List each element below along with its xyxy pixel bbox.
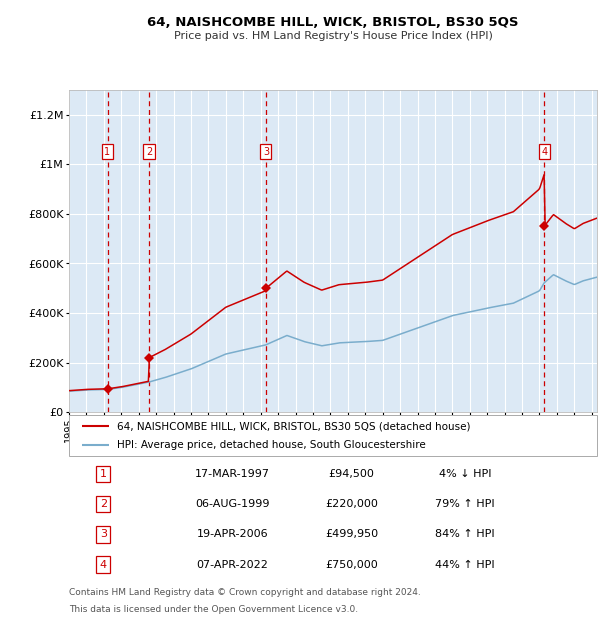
Text: 2: 2	[146, 147, 152, 157]
Text: Contains HM Land Registry data © Crown copyright and database right 2024.: Contains HM Land Registry data © Crown c…	[69, 588, 421, 597]
Text: 2: 2	[100, 499, 107, 509]
Text: This data is licensed under the Open Government Licence v3.0.: This data is licensed under the Open Gov…	[69, 605, 358, 614]
Text: 4: 4	[541, 147, 547, 157]
Text: 19-APR-2006: 19-APR-2006	[197, 529, 268, 539]
Text: 1: 1	[104, 147, 110, 157]
Text: 07-APR-2022: 07-APR-2022	[197, 560, 269, 570]
Text: 3: 3	[100, 529, 107, 539]
Text: 44% ↑ HPI: 44% ↑ HPI	[435, 560, 495, 570]
Text: HPI: Average price, detached house, South Gloucestershire: HPI: Average price, detached house, Sout…	[116, 440, 425, 450]
Text: 06-AUG-1999: 06-AUG-1999	[196, 499, 270, 509]
Text: 3: 3	[263, 147, 269, 157]
FancyBboxPatch shape	[69, 415, 597, 456]
Text: 84% ↑ HPI: 84% ↑ HPI	[435, 529, 495, 539]
Text: £94,500: £94,500	[329, 469, 374, 479]
Text: £220,000: £220,000	[325, 499, 378, 509]
Text: £750,000: £750,000	[325, 560, 378, 570]
Text: Price paid vs. HM Land Registry's House Price Index (HPI): Price paid vs. HM Land Registry's House …	[173, 31, 493, 41]
Text: 17-MAR-1997: 17-MAR-1997	[195, 469, 270, 479]
Text: 79% ↑ HPI: 79% ↑ HPI	[435, 499, 495, 509]
Text: 64, NAISHCOMBE HILL, WICK, BRISTOL, BS30 5QS: 64, NAISHCOMBE HILL, WICK, BRISTOL, BS30…	[147, 16, 519, 29]
Text: 64, NAISHCOMBE HILL, WICK, BRISTOL, BS30 5QS (detached house): 64, NAISHCOMBE HILL, WICK, BRISTOL, BS30…	[116, 421, 470, 432]
Text: 4: 4	[100, 560, 107, 570]
Text: 4% ↓ HPI: 4% ↓ HPI	[439, 469, 491, 479]
Text: 1: 1	[100, 469, 107, 479]
Text: £499,950: £499,950	[325, 529, 378, 539]
